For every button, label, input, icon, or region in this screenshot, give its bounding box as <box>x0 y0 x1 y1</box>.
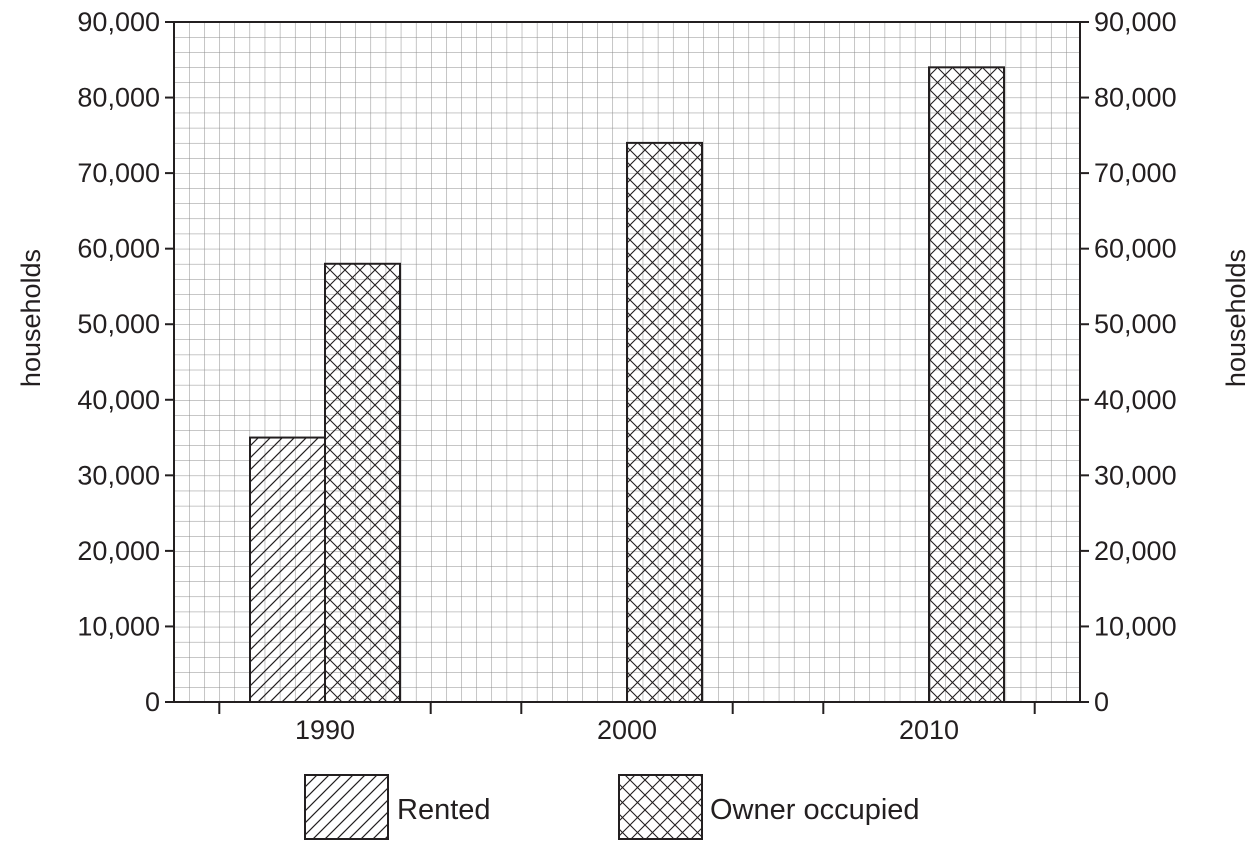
legend-label-owner-occupied: Owner occupied <box>710 794 920 826</box>
y-tick-label-left: 50,000 <box>77 309 160 339</box>
y-tick-label-left: 30,000 <box>77 460 160 490</box>
y-tick-label-left: 80,000 <box>77 83 160 113</box>
y-tick-label-right: 10,000 <box>1094 611 1177 641</box>
x-axis: 1990 2000 2010 <box>218 702 1036 745</box>
bars <box>249 66 1005 704</box>
y-tick-label-left: 40,000 <box>77 385 160 415</box>
y-tick-label-left: 70,000 <box>77 158 160 188</box>
y-tick-label-left: 20,000 <box>77 536 160 566</box>
legend: Rented Owner occupied <box>304 774 920 840</box>
y-tick-label-right: 30,000 <box>1094 460 1177 490</box>
legend-label-rented: Rented <box>397 794 491 826</box>
y-tick-label-left: 0 <box>145 687 160 717</box>
legend-swatch-rented <box>304 774 389 840</box>
y-axis-left: 0 10,000 20,000 30,000 40,000 50,000 60,000 70,… <box>77 7 174 717</box>
y-tick-label-left: 90,000 <box>77 7 160 37</box>
x-tick-label: 1990 <box>295 715 355 745</box>
bar-owner-occupied-2010 <box>928 66 1005 704</box>
y-tick-label-right: 90,000 <box>1094 7 1177 37</box>
y-tick-label-right: 70,000 <box>1094 158 1177 188</box>
legend-swatch-owner-occupied <box>618 774 703 840</box>
x-tick-label: 2000 <box>597 715 657 745</box>
bar-owner-occupied-1990 <box>324 262 401 703</box>
y-axis-right: 0 10,000 20,000 30,000 40,000 50,000 60,000 70,… <box>1080 7 1177 717</box>
bar-rented-1990 <box>249 436 326 703</box>
y-tick-label-right: 40,000 <box>1094 385 1177 415</box>
y-tick-label-right: 50,000 <box>1094 309 1177 339</box>
y-tick-label-right: 60,000 <box>1094 234 1177 264</box>
y-tick-label-right: 0 <box>1094 687 1109 717</box>
y-tick-label-left: 10,000 <box>77 611 160 641</box>
bar-owner-occupied-2000 <box>626 141 703 703</box>
y-axis-label-left: households <box>16 249 46 387</box>
y-axis-label-right: households <box>1221 249 1251 387</box>
x-tick-label: 2010 <box>899 715 959 745</box>
y-tick-label-right: 20,000 <box>1094 536 1177 566</box>
y-tick-label-right: 80,000 <box>1094 83 1177 113</box>
y-tick-label-left: 60,000 <box>77 234 160 264</box>
